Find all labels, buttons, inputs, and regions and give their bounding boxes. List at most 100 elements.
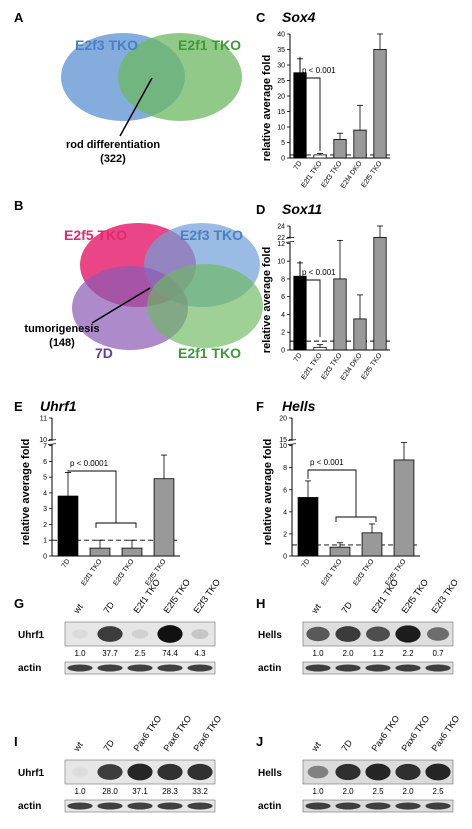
venn-pointer-b: [91, 287, 151, 324]
sox11-bar: [373, 236, 387, 351]
uhrf1-category-label: E2f3 TKO: [112, 558, 136, 588]
blot-j-protein-band: [395, 763, 421, 781]
blot-i-lane-label: Pax6 TKO: [131, 714, 163, 754]
sox11-y-tick-label: 4: [281, 312, 285, 319]
hells-pvalue: p < 0.001: [310, 458, 344, 467]
sox4-y-tick-label: 5: [281, 140, 285, 147]
blot-h-quant-value: 1.0: [312, 649, 324, 658]
blot-g-actin-band: [157, 664, 183, 672]
blot-j-quant-value: 1.0: [312, 787, 324, 796]
sox11-category-label: E2f5 TKO: [360, 352, 384, 382]
blot-h-lane-label: wt: [309, 602, 323, 616]
blot-i-quant-value: 33.2: [192, 787, 208, 796]
blot-g-panel-label: G: [14, 596, 24, 611]
sox4-y-tick-label: 30: [277, 63, 285, 70]
blot-j-lane-label: Pax6 TKO: [369, 714, 401, 754]
uhrf1-y-tick-label: 10: [39, 437, 47, 444]
uhrf1-axis-break-mark: [47, 439, 57, 441]
blot-h-lane-label: E2f5 TKO: [399, 577, 430, 615]
chart-title-hells: Hells: [282, 398, 316, 414]
blot-h-actin-band: [365, 664, 391, 672]
blot-g-lane-label: 7D: [101, 600, 116, 616]
blot-g-quant-value: 1.0: [74, 649, 86, 658]
sox11-bar: [353, 318, 367, 351]
tumorigenesis-label: tumorigenesis: [24, 323, 99, 335]
blot-g-protein-band: [72, 629, 88, 639]
rod-diff-count: (322): [100, 153, 126, 165]
blot-h-actin-band: [425, 664, 451, 672]
blot-h-lane-label: 7D: [339, 600, 354, 616]
hells-y-tick-label: 15: [279, 437, 287, 444]
venn-label-e2f1: E2f1 TKO: [178, 37, 241, 53]
uhrf1-bar: [121, 547, 143, 557]
blot-g-quant-value: 74.4: [162, 649, 178, 658]
panel-label-e: E: [14, 399, 23, 414]
sox4-bar: [293, 72, 307, 159]
blot-i-quant-value: 1.0: [74, 787, 86, 796]
blot-j-protein-label: Hells: [258, 768, 282, 779]
blot-h-protein-label: Hells: [258, 630, 282, 641]
panel-label-a: A: [14, 10, 24, 25]
panel-label-b: B: [14, 198, 23, 213]
blot-j-quant-value: 2.5: [432, 787, 444, 796]
panel-label-f: F: [256, 399, 264, 414]
blot-j-lane-label: 7D: [339, 738, 354, 754]
blot-h-lane-label: E2f3 TKO: [429, 577, 460, 615]
uhrf1-significance-subbracket: [95, 522, 137, 528]
uhrf1-pvalue: p < 0.0001: [70, 459, 109, 468]
chart-title-sox11: Sox11: [282, 201, 322, 217]
blot-g-quant-value: 2.5: [134, 649, 146, 658]
blot-h-quant-value: 2.2: [402, 649, 414, 658]
blot-i-lane-label: wt: [71, 740, 85, 754]
hells-bar: [329, 546, 351, 557]
uhrf1-y-tick-label: 7: [43, 443, 47, 450]
sox11-axis-break-mark: [285, 236, 295, 239]
uhrf1-y-tick-label: 5: [43, 475, 47, 482]
uhrf1-significance-bracket: [67, 470, 117, 523]
blot-j-protein-band: [425, 763, 451, 781]
blot-i-actin-label: actin: [18, 801, 41, 812]
blot-g-protein-band: [97, 626, 123, 642]
hells-bar: [297, 497, 319, 557]
blot-i-actin-band: [127, 802, 153, 810]
sox11-y-tick-label: 6: [281, 294, 285, 301]
hells-y-tick-label: 8: [283, 465, 287, 472]
blot-g-actin-band: [67, 664, 93, 672]
sox4-bar: [313, 154, 327, 159]
sox11-axis-break: [286, 238, 294, 243]
blot-j-quant-value: 2.0: [342, 787, 354, 796]
sox4-pvalue: p < 0.001: [302, 66, 336, 75]
sox4-bar: [353, 129, 367, 159]
uhrf1-axis-break: [48, 440, 56, 445]
tumorigenesis-count: (148): [49, 337, 75, 349]
uhrf1-category-label: 7D: [61, 558, 72, 569]
sox4-y-tick-label: 15: [277, 109, 285, 116]
sox11-pvalue: p < 0.001: [302, 268, 336, 277]
hells-category-label: E2f1 TKO: [320, 558, 344, 588]
hells-y-tick-label: 6: [283, 487, 287, 494]
blot-i-quant-value: 28.0: [102, 787, 118, 796]
hells-bar: [393, 459, 415, 557]
venn-label-7d: 7D: [95, 345, 113, 361]
sox4-bar: [373, 49, 387, 159]
blot-h-quant-value: 1.2: [372, 649, 384, 658]
blot-i-lane-label: Pax6 TKO: [191, 714, 223, 754]
uhrf1-bar: [153, 478, 175, 557]
sox11-axis-break-mark: [285, 240, 295, 243]
hells-significance-bracket: [307, 469, 357, 517]
blot-i-protein-band: [72, 767, 88, 777]
hells-category-label: E2f3 TKO: [352, 558, 376, 588]
blot-j-lane-label: wt: [309, 740, 323, 754]
sox11-category-label: 7D: [293, 352, 304, 363]
blot-j-actin-label: actin: [258, 801, 281, 812]
uhrf1-bar: [57, 495, 79, 557]
blot-h-quant-value: 0.7: [432, 649, 444, 658]
sox11-y-tick-label: 10: [277, 259, 285, 266]
rod-diff-label: rod differentiation: [66, 139, 160, 151]
venn-label-e2f1-b: E2f1 TKO: [178, 345, 241, 361]
hells-y-tick-label: 0: [283, 554, 287, 561]
blot-i-actin-band: [157, 802, 183, 810]
